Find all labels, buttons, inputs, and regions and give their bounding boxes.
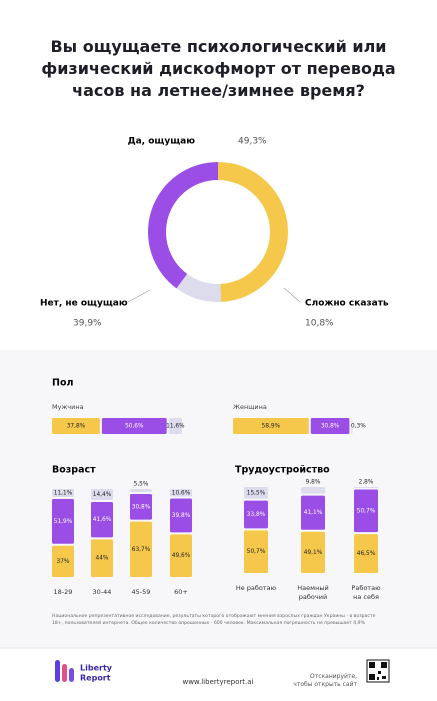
brand: Liberty bbox=[80, 664, 113, 673]
value-label: 37% bbox=[57, 559, 70, 565]
value-label: 49,1% bbox=[304, 550, 323, 556]
value-label: 0,3% bbox=[351, 424, 366, 430]
value-label: 9,8% bbox=[306, 480, 321, 486]
bar-segment bbox=[170, 489, 192, 497]
bar-segment bbox=[130, 489, 152, 492]
category-label: 45-59 bbox=[131, 588, 151, 596]
pie-value: 10,8% bbox=[305, 319, 334, 329]
bar-segment bbox=[310, 418, 350, 434]
category-label: 18-29 bbox=[53, 588, 73, 596]
value-label: 50,7% bbox=[357, 508, 376, 514]
pie-label: Нет, не ощущаю bbox=[40, 299, 128, 309]
value-label: 50,6% bbox=[125, 424, 144, 430]
category-label: Работаю на себя bbox=[351, 584, 381, 601]
note: Национальное репрезентативное исследован… bbox=[52, 614, 376, 626]
bar-segment bbox=[91, 501, 113, 538]
bar-segment bbox=[354, 487, 378, 488]
logo bbox=[55, 660, 60, 682]
leader bbox=[127, 289, 151, 303]
bar-segment bbox=[168, 418, 182, 434]
leader bbox=[283, 287, 301, 303]
value-label: 50,7% bbox=[247, 549, 266, 555]
bar-segment bbox=[170, 498, 192, 533]
value-label: 58,9% bbox=[262, 424, 281, 430]
pie-slice bbox=[218, 162, 288, 302]
bar-segment bbox=[301, 495, 325, 530]
category-label: Наемный рабочий bbox=[297, 584, 329, 601]
scan-text: Отсканируйте, чтобы открыть сайт bbox=[293, 673, 357, 688]
title: Вы ощущаете психологический или физическ… bbox=[41, 37, 396, 100]
logo bbox=[69, 668, 74, 682]
category-label: 30-44 bbox=[92, 588, 112, 596]
bar-segment bbox=[244, 530, 268, 573]
category-label: Не работаю bbox=[235, 584, 277, 592]
bar-segment bbox=[130, 493, 152, 520]
value-label: 44% bbox=[96, 556, 109, 562]
category-label: 60+ bbox=[174, 588, 188, 596]
pie-slice bbox=[176, 273, 222, 302]
bar-segment bbox=[130, 521, 152, 577]
bar-segment bbox=[244, 500, 268, 529]
value-label: 5,5% bbox=[134, 482, 149, 488]
value-label: 15,5% bbox=[247, 490, 266, 496]
bar-segment bbox=[354, 489, 378, 533]
value-label: 46,5% bbox=[357, 551, 376, 557]
value-label: 30,8% bbox=[132, 504, 151, 510]
value-label: 10,6% bbox=[172, 490, 191, 496]
value-label: 14,4% bbox=[93, 492, 112, 498]
bar-segment bbox=[52, 489, 74, 497]
bar-segment bbox=[301, 531, 325, 573]
pie-label: Сложно сказать bbox=[305, 299, 389, 309]
bar-segment bbox=[101, 418, 167, 434]
chart-title: Пол bbox=[52, 378, 73, 389]
bar-segment bbox=[301, 487, 325, 494]
brand: Report bbox=[80, 674, 111, 683]
bar-segment bbox=[91, 489, 113, 500]
bar-segment bbox=[52, 418, 100, 434]
bar-segment bbox=[170, 534, 192, 577]
bar-segment bbox=[233, 418, 309, 434]
logo bbox=[62, 664, 67, 682]
value-label: 41,6% bbox=[93, 517, 112, 523]
bar-segment bbox=[52, 498, 74, 544]
chart-title: Трудоустройство bbox=[235, 465, 330, 476]
url: www.libertyreport.ai bbox=[182, 678, 253, 686]
bar-segment bbox=[52, 545, 74, 577]
pie-label: Да, ощущаю bbox=[128, 137, 196, 147]
value-label: 37,8% bbox=[67, 424, 86, 430]
chart-title: Возраст bbox=[52, 465, 96, 476]
bar-segment bbox=[244, 487, 268, 499]
bar-segment bbox=[91, 539, 113, 577]
value-label: 63,7% bbox=[132, 547, 151, 553]
bar-segment bbox=[354, 534, 378, 573]
pie-slice bbox=[147, 162, 218, 289]
value-label: 39,8% bbox=[172, 513, 191, 519]
category-label: Женщина bbox=[233, 403, 267, 411]
value-label: 41,1% bbox=[304, 510, 323, 516]
pie-value: 39,9% bbox=[73, 319, 102, 329]
bar-segment bbox=[351, 418, 353, 434]
value-label: 11,6% bbox=[166, 424, 185, 430]
value-label: 11,1% bbox=[54, 490, 73, 496]
pie-value: 49,3% bbox=[238, 137, 267, 147]
value-label: 30,8% bbox=[321, 424, 340, 430]
value-label: 51,9% bbox=[54, 519, 73, 525]
value-label: 49,6% bbox=[172, 553, 191, 559]
qr-code bbox=[366, 659, 390, 683]
category-label: Мужчина bbox=[52, 403, 84, 411]
value-label: 33,8% bbox=[247, 512, 266, 518]
value-label: 2,8% bbox=[359, 480, 374, 486]
